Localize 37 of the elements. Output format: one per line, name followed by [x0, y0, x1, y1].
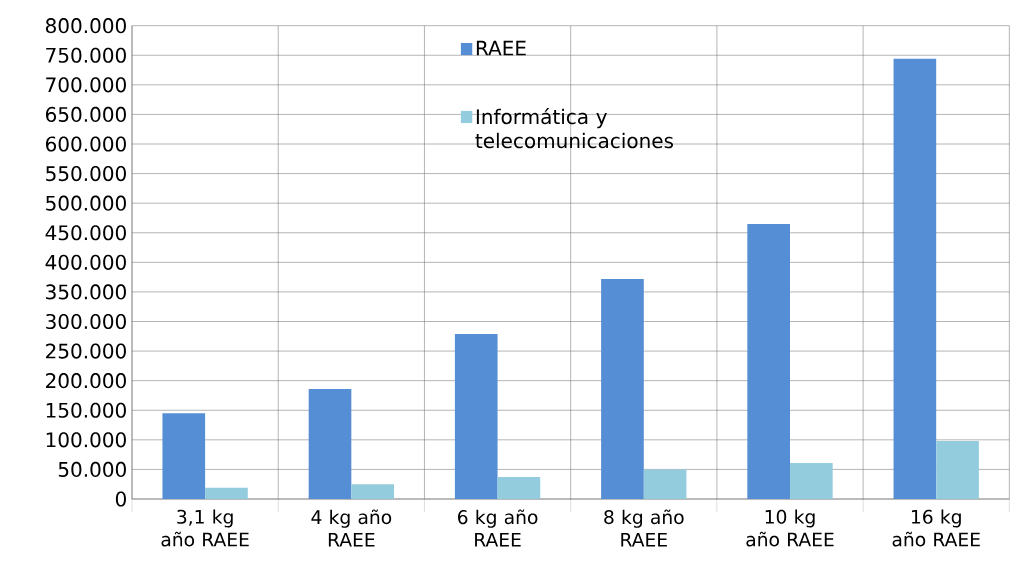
x-tick-label: 4 kg año RAEE [311, 509, 392, 547]
y-tick-label: 550.000 [46, 166, 126, 182]
bar [205, 487, 248, 499]
y-tick-label: 450.000 [45, 225, 126, 241]
y-tick-label: 300.000 [46, 313, 126, 330]
bar [308, 388, 352, 499]
y-tick-label: 200.000 [46, 373, 126, 389]
bar [454, 333, 498, 499]
x-tick-label: 3,1 kg año RAEE [161, 509, 249, 547]
bar [601, 278, 644, 499]
y-tick-label: 800.000 [45, 18, 126, 34]
y-tick-label: 350.000 [46, 284, 126, 300]
bar [936, 441, 979, 499]
x-tick-label: 8 kg año RAEE [604, 509, 684, 547]
x-tick-label: 16 kg año RAEE [892, 509, 980, 547]
y-tick-label: 250.000 [46, 343, 126, 359]
legend-label: RAEE [476, 40, 526, 56]
bar [643, 469, 687, 499]
bar [162, 413, 206, 499]
y-tick-label: 400.000 [45, 254, 126, 270]
bar [497, 477, 541, 499]
y-tick-label: 0 [115, 491, 126, 507]
y-tick-label: 150.000 [46, 402, 126, 418]
bar [790, 462, 833, 499]
y-tick-label: 100.000 [46, 432, 126, 448]
y-tick-label: 650.000 [45, 106, 126, 122]
y-tick-label: 50.000 [58, 461, 126, 477]
x-tick-label: 6 kg año RAEE [458, 509, 538, 547]
bar [351, 484, 394, 499]
y-tick-label: 500.000 [46, 195, 126, 211]
bar [893, 58, 937, 499]
x-tick-label: 10 kg año RAEE [746, 509, 834, 547]
y-tick-label: 600.000 [45, 136, 126, 152]
bar [747, 223, 791, 499]
y-tick-label: 700.000 [46, 77, 126, 93]
y-tick-label: 750.000 [46, 47, 126, 63]
legend-label: Informática y telecomunicaciones [475, 107, 674, 149]
